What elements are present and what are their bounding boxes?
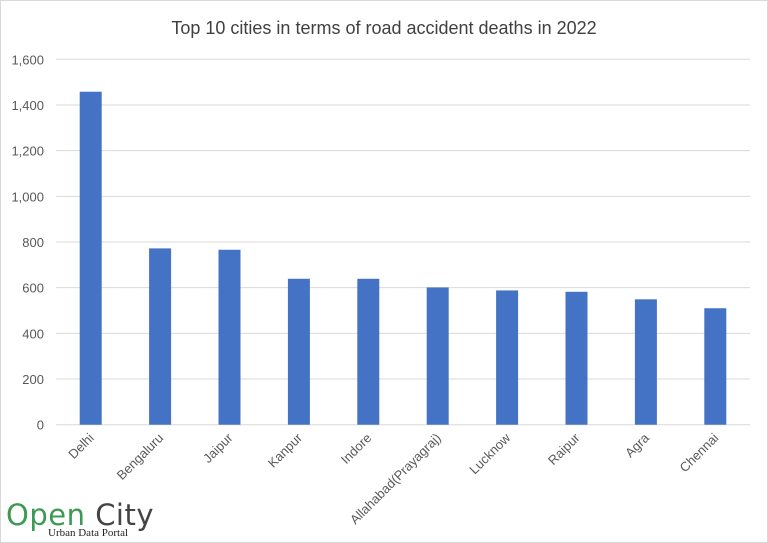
bar-lucknow — [496, 290, 519, 425]
logo-open-text: Open — [6, 498, 86, 532]
bar-chennai — [704, 308, 727, 425]
bar-indore — [357, 278, 380, 425]
bar-jaipur — [218, 249, 241, 425]
logo-city-text: City — [95, 498, 155, 532]
y-tick-label: 800 — [22, 235, 44, 250]
bar-bengaluru — [149, 248, 172, 425]
bar-kanpur — [287, 278, 310, 425]
x-tick-label: Raipur — [545, 430, 583, 468]
x-tick-label: Lucknow — [466, 430, 513, 477]
y-tick-label: 0 — [37, 418, 44, 433]
y-tick-label: 600 — [22, 281, 44, 296]
bar-delhi — [79, 91, 102, 425]
x-tick-label: Bengaluru — [114, 430, 167, 483]
y-tick-label: 1,600 — [11, 52, 44, 67]
bar-agra — [634, 299, 657, 425]
logo-subtitle: Urban Data Portal — [48, 527, 129, 539]
y-tick-label: 1,400 — [11, 98, 44, 113]
x-tick-label: Jaipur — [200, 430, 236, 466]
bar-raipur — [565, 291, 588, 425]
y-tick-label: 400 — [22, 326, 44, 341]
x-tick-label: Chennai — [677, 430, 722, 475]
y-tick-label: 1,200 — [11, 144, 44, 159]
y-tick-label: 200 — [22, 372, 44, 387]
x-tick-label: Indore — [338, 430, 375, 467]
x-tick-label: Delhi — [65, 430, 97, 462]
x-tick-label: Agra — [622, 430, 653, 461]
chart-title: Top 10 cities in terms of road accident … — [171, 18, 596, 38]
y-tick-label: 1,000 — [11, 189, 44, 204]
x-tick-label: Kanpur — [265, 430, 306, 471]
bar-allahabad-prayagraj- — [426, 287, 449, 425]
opencity-logo: Open City Urban Data Portal — [6, 500, 154, 539]
